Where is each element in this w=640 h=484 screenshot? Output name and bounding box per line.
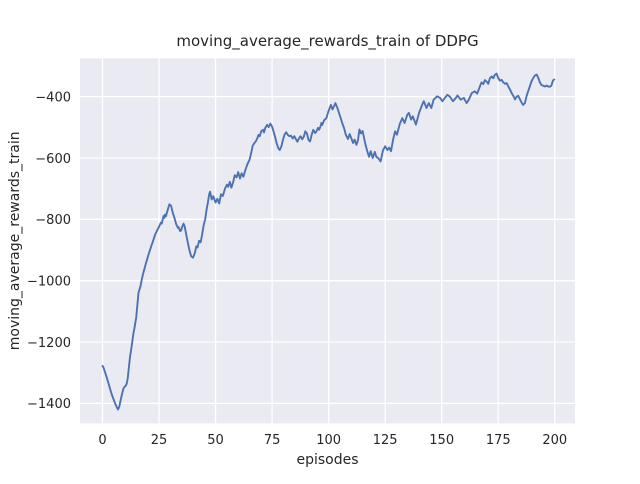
x-tick-label-8: 200 bbox=[542, 433, 567, 448]
y-tick-label-4: −1200 bbox=[27, 336, 71, 351]
x-tick-labels: 0 25 50 75 100 125 150 175 200 bbox=[98, 433, 567, 448]
x-tick-label-7: 175 bbox=[486, 433, 511, 448]
reward-line bbox=[101, 72, 556, 411]
gridlines bbox=[80, 58, 575, 424]
x-tick-label-6: 150 bbox=[429, 433, 454, 448]
x-tick-label-3: 75 bbox=[264, 433, 281, 448]
x-tick-label-4: 100 bbox=[316, 433, 341, 448]
y-tick-label-5: −1400 bbox=[27, 397, 71, 412]
y-tick-label-2: −800 bbox=[35, 213, 71, 228]
x-tick-label-0: 0 bbox=[98, 433, 106, 448]
chart-title: moving_average_rewards_train of DDPG bbox=[176, 32, 478, 51]
x-tick-label-1: 25 bbox=[151, 433, 168, 448]
y-axis-label: moving_average_rewards_train bbox=[7, 131, 23, 350]
x-tick-label-2: 50 bbox=[207, 433, 224, 448]
y-tick-label-3: −1000 bbox=[27, 274, 71, 289]
x-tick-label-5: 125 bbox=[373, 433, 398, 448]
plot-area bbox=[80, 58, 575, 424]
y-tick-label-0: −400 bbox=[35, 90, 71, 105]
y-tick-label-1: −600 bbox=[35, 152, 71, 167]
y-tick-labels: −400 −600 −800 −1000 −1200 −1400 bbox=[27, 90, 71, 412]
x-axis-label: episodes bbox=[296, 452, 358, 468]
